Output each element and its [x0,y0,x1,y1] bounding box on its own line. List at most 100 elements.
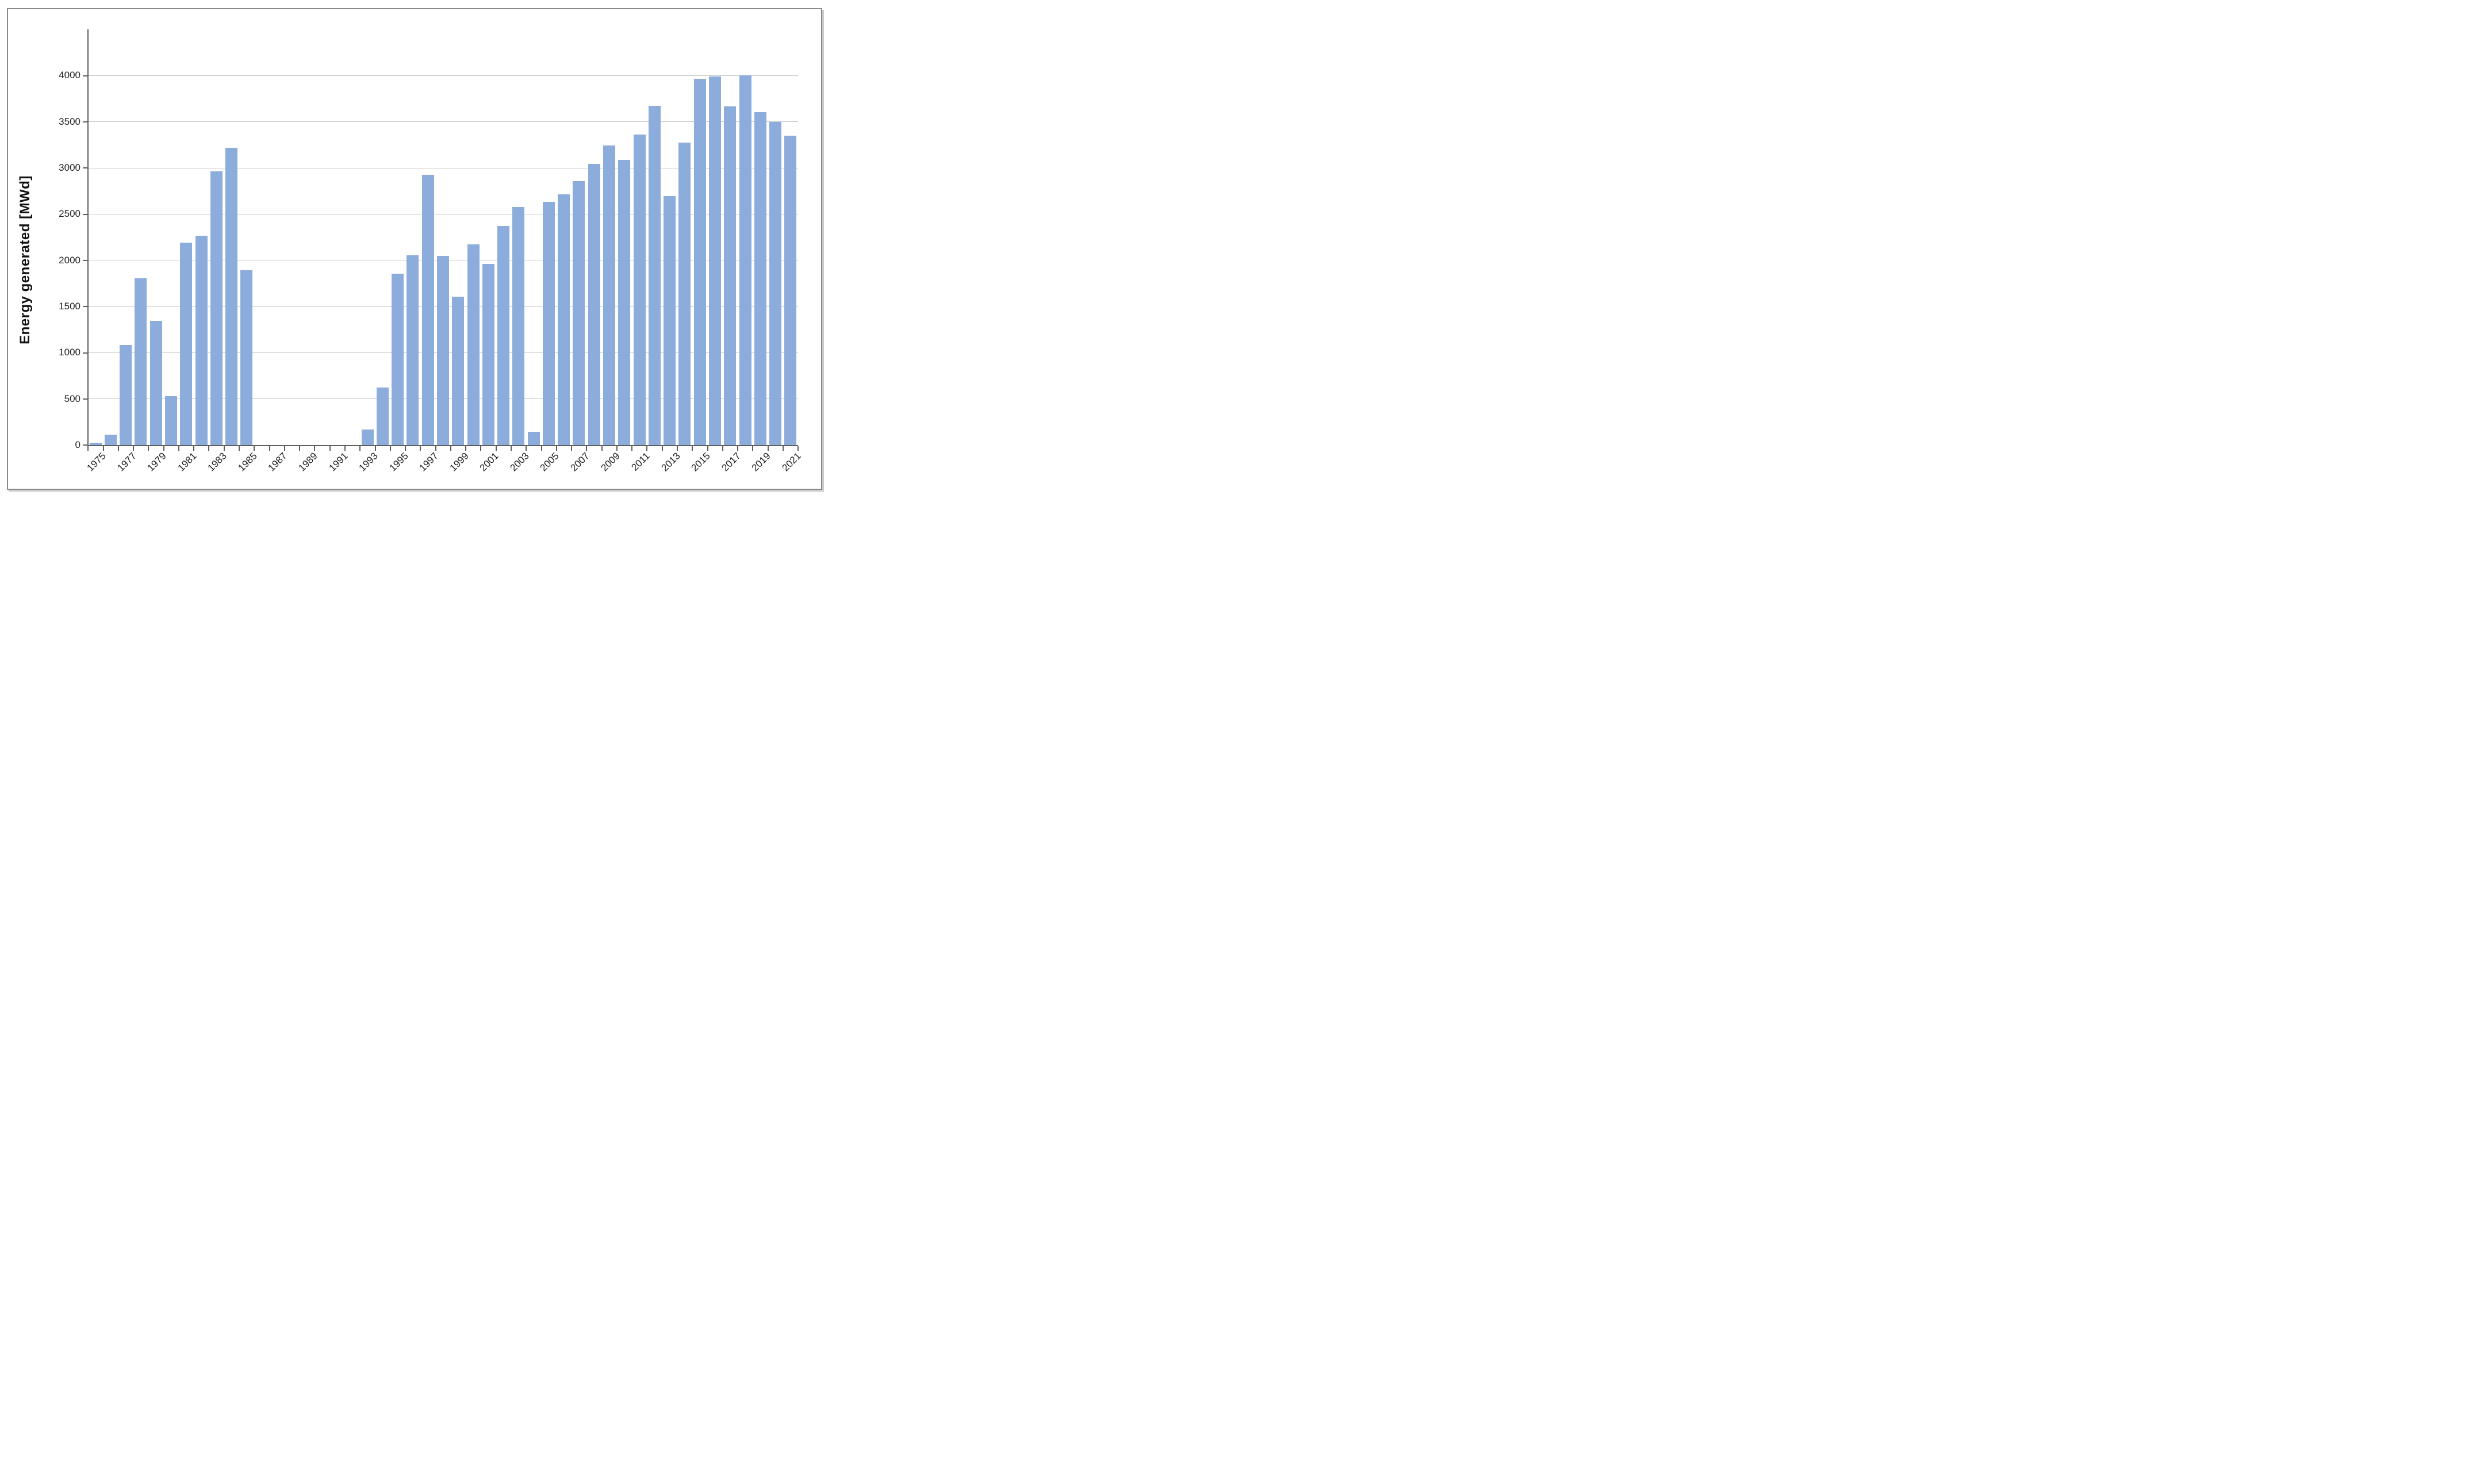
bar-2009 [603,145,616,445]
y-tick-label: 1000 [59,347,80,358]
x-tick-mark [435,446,436,451]
bar-2007 [573,181,585,445]
gridline [88,75,798,76]
bar-1998 [436,256,449,445]
x-tick-mark [208,446,210,451]
bar-2006 [558,194,570,445]
x-tick-mark [752,446,754,451]
bar-2002 [497,226,510,445]
x-tick-mark [193,446,195,451]
x-tick-mark [405,446,407,451]
bar-1994 [376,387,389,445]
chart-figure: Energy generated [MWd] 0 500 1000 1500 2000 2… [0,0,828,495]
bar-1997 [421,175,434,445]
x-tick-mark [374,446,376,451]
bar-1993 [361,430,374,445]
bar-1996 [407,255,419,445]
x-tick-mark [767,446,769,451]
y-axis-title: Energy generated [MWd] [17,175,33,344]
bar-1979 [149,320,162,445]
x-tick-mark [450,446,451,451]
y-tick-mark [83,121,88,122]
x-tick-mark [782,446,784,451]
y-tick-mark [83,75,88,76]
x-tick-mark [269,446,270,451]
bar-1975 [89,442,102,445]
x-tick-mark [178,446,179,451]
y-tick-label: 2500 [59,208,80,220]
bar-2015 [693,78,706,445]
x-tick-mark [601,446,603,451]
bar-2012 [648,106,661,445]
x-tick-mark [722,446,723,451]
x-tick-mark [420,446,421,451]
bar-1982 [195,236,208,445]
bar-2017 [724,106,737,445]
bar-1978 [135,278,147,445]
x-tick-mark [239,446,240,451]
x-tick-mark [555,446,557,451]
x-tick-mark [631,446,633,451]
y-tick-label: 3000 [59,162,80,173]
x-tick-mark [677,446,678,451]
y-tick-mark [83,167,88,169]
x-tick-mark [737,446,739,451]
x-tick-mark [163,446,164,451]
x-tick-mark [646,446,648,451]
bar-2014 [678,142,691,445]
bar-1976 [104,434,117,445]
x-tick-mark [283,446,285,451]
x-tick-mark [571,446,573,451]
x-tick-mark [707,446,708,451]
bar-2003 [512,207,525,445]
x-tick-mark [344,446,346,451]
x-tick-mark [540,446,542,451]
y-tick-mark [83,444,88,446]
bar-2008 [588,163,600,445]
x-tick-mark [797,446,799,451]
bar-1985 [240,270,253,445]
y-tick-label: 4000 [59,70,80,81]
y-tick-mark [83,213,88,215]
x-tick-mark [359,446,361,451]
x-tick-mark [102,446,104,451]
x-tick-mark [329,446,331,451]
bar-2001 [482,264,494,445]
x-tick-mark [117,446,119,451]
bar-2019 [754,112,766,445]
bar-2021 [784,135,797,445]
bar-2013 [664,196,676,445]
y-tick-label: 1500 [59,301,80,312]
x-tick-mark [510,446,512,451]
bar-2011 [633,135,646,445]
bar-2018 [739,75,751,445]
x-tick-mark [148,446,149,451]
x-tick-mark [314,446,316,451]
x-tick-mark [299,446,301,451]
x-tick-mark [661,446,663,451]
x-tick-mark [692,446,693,451]
x-tick-mark [223,446,225,451]
x-tick-mark [87,446,89,451]
y-tick-mark [83,398,88,400]
y-tick-mark [83,259,88,261]
y-tick-label: 2000 [59,254,80,266]
bar-1980 [165,396,178,445]
bar-2020 [769,121,782,445]
gridline [88,121,798,122]
x-tick-mark [586,446,588,451]
bar-1983 [210,171,223,445]
bar-2016 [708,76,721,445]
bar-1977 [120,344,132,445]
y-tick-label: 3500 [59,116,80,127]
y-tick-mark [83,306,88,308]
y-axis-line [87,29,89,446]
x-tick-mark [480,446,482,451]
x-tick-mark [254,446,255,451]
x-tick-mark [133,446,135,451]
y-tick-label: 500 [64,393,80,404]
bar-1984 [225,148,238,445]
x-tick-mark [616,446,618,451]
bar-1999 [452,297,465,445]
y-tick-label: 0 [75,439,80,450]
